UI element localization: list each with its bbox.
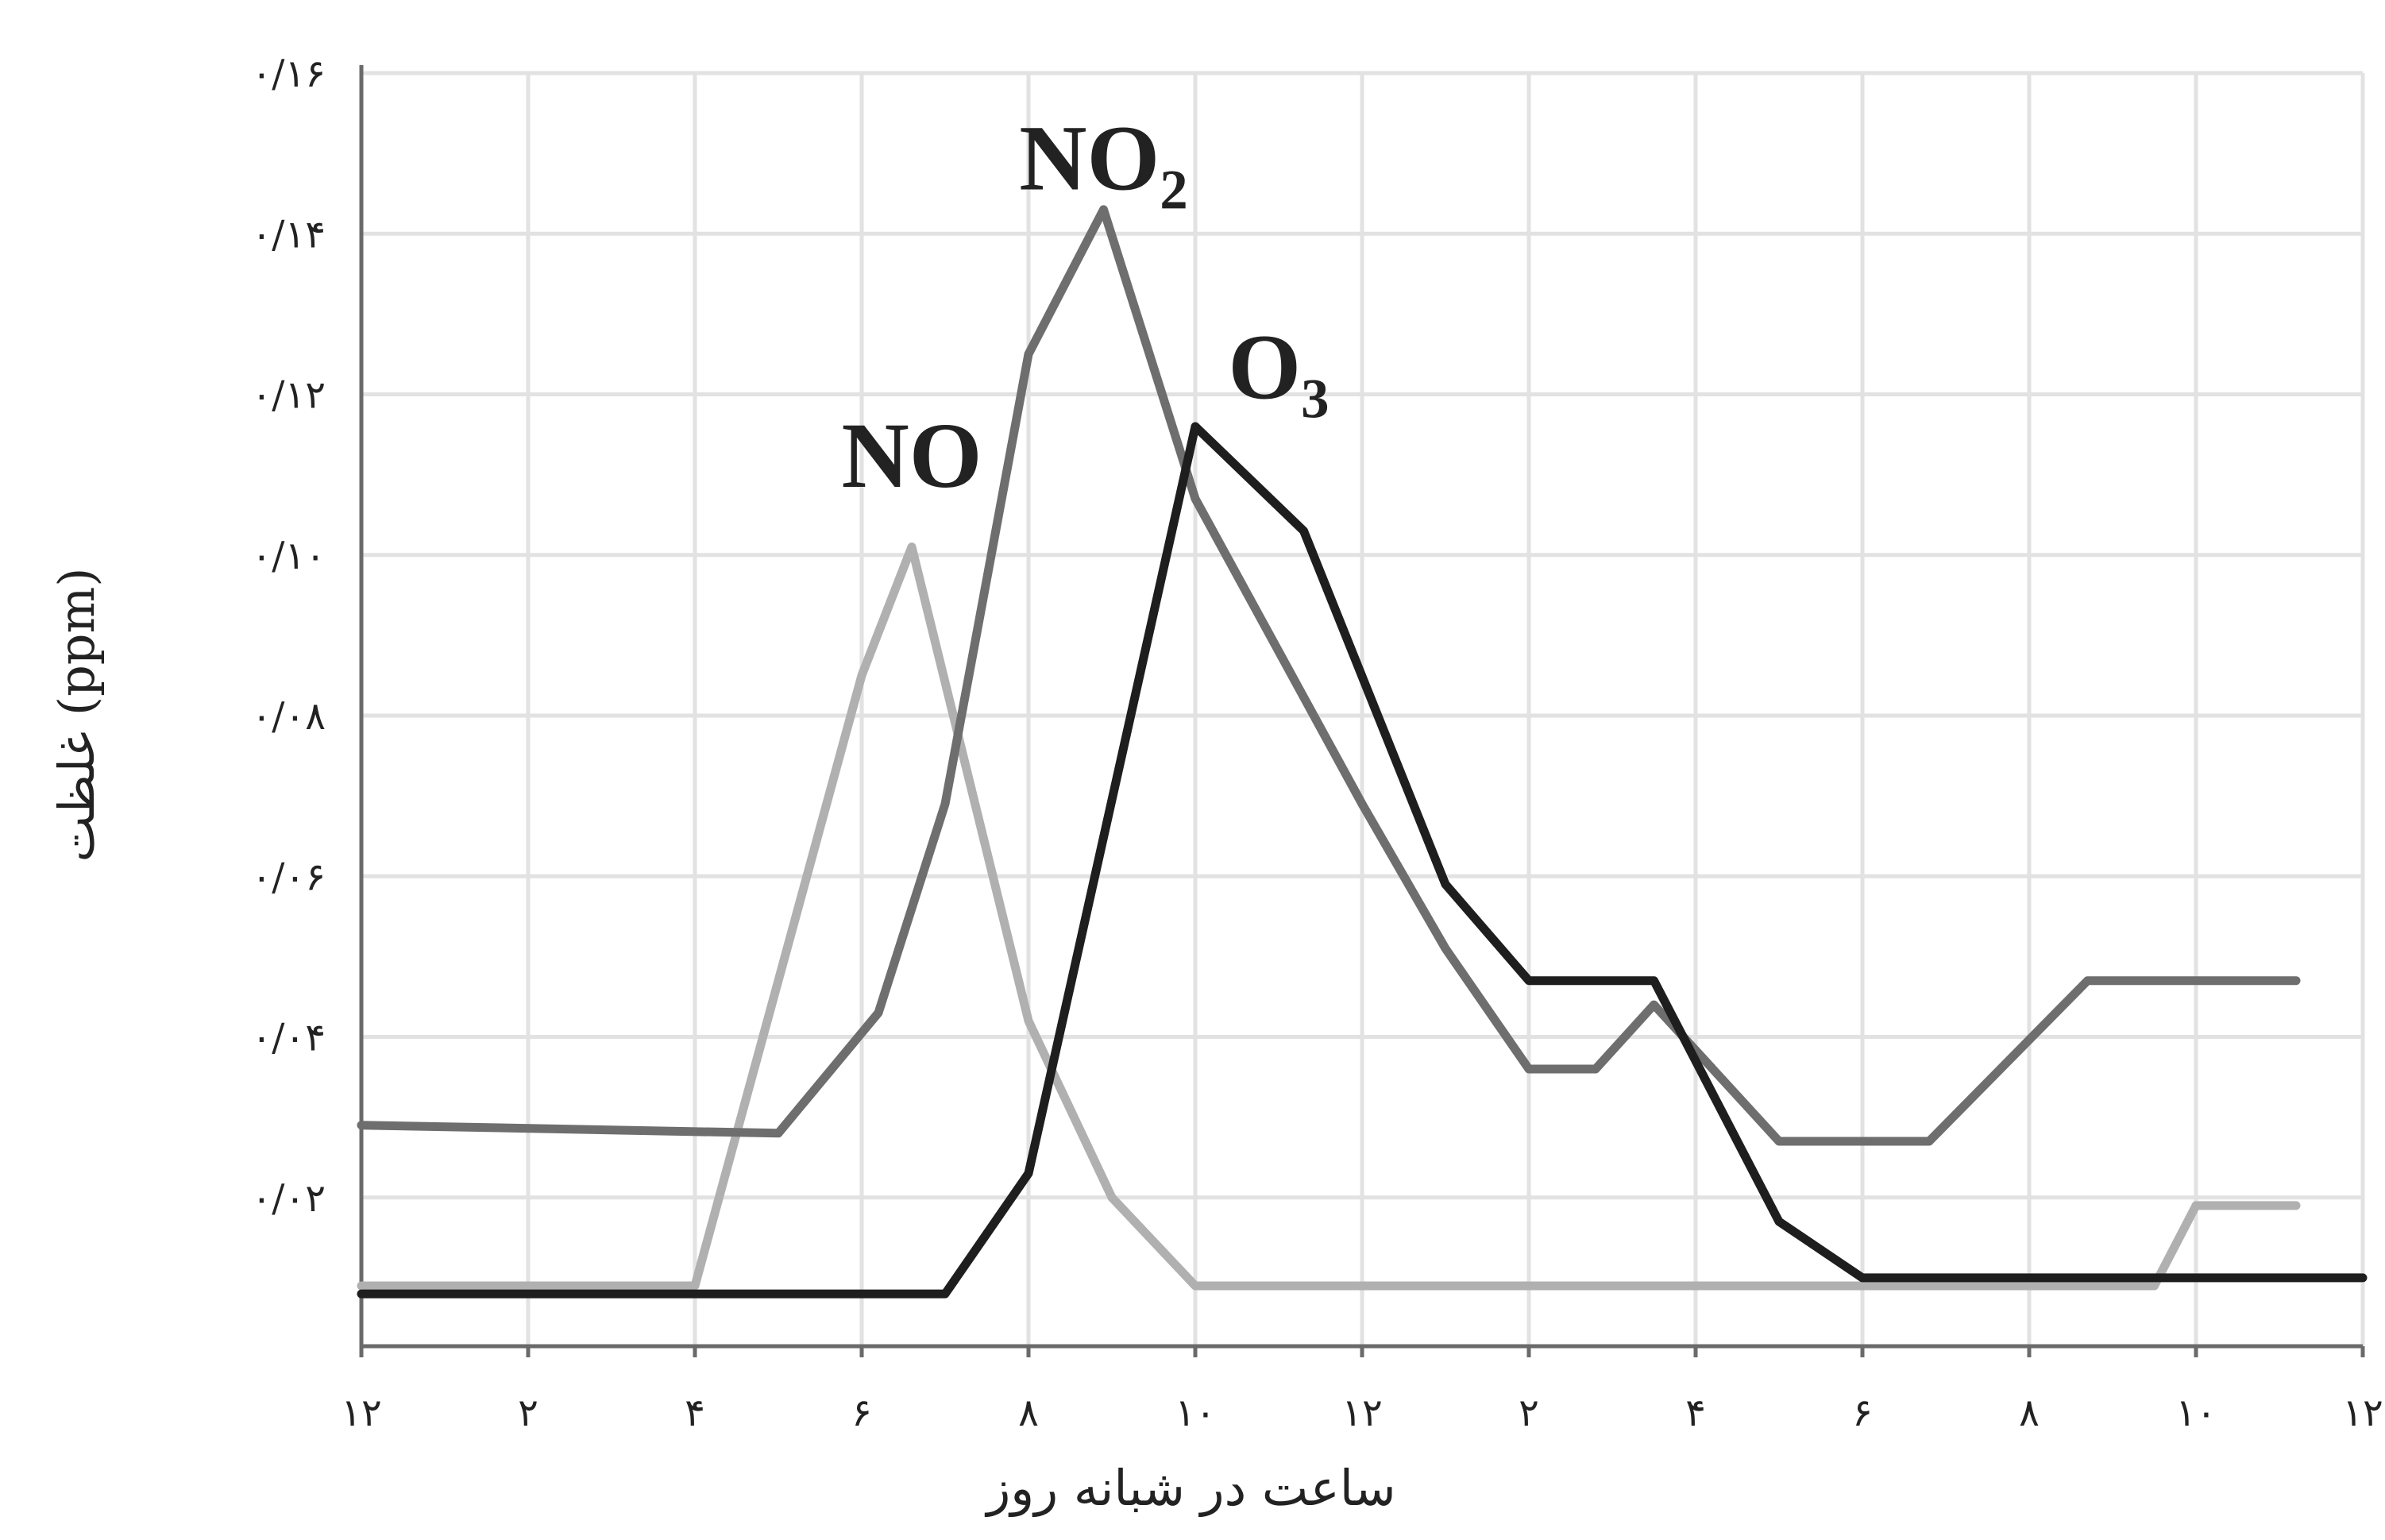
- y-tick-label: ۰/۰۶: [251, 855, 326, 899]
- series-lines: [357, 205, 2368, 1299]
- x-tick-label: ۴: [1685, 1391, 1706, 1435]
- x-tick-label: ۱۲: [1341, 1391, 1383, 1435]
- grid-lines: [359, 71, 2365, 1357]
- x-tick-label: ۲: [1519, 1391, 1539, 1435]
- x-tick-label: ۶: [1852, 1391, 1873, 1435]
- tick-labels: ۱۲ ۲ ۴ ۶ ۸ ۱۰ ۱۲ ۲ ۴ ۶ ۸ ۱۰ ۱۲ ۰/۰۲ ۰/۰۴ ۰/۰۶ ۰/۰۸ ۰/۱۰ ۰/…: [251, 52, 2383, 1435]
- series-line-no2: [357, 205, 2301, 1146]
- x-tick-label: ۸: [1018, 1391, 1039, 1435]
- x-tick-label: ۱۰: [1175, 1391, 1216, 1435]
- x-tick-label: ۸: [2019, 1391, 2040, 1435]
- y-tick-label: ۰/۱۰: [251, 534, 326, 578]
- y-tick-label: ۰/۱۶: [251, 52, 326, 96]
- series-label-no2: NO₂: [1019, 106, 1187, 210]
- x-tick-label: ۱۰: [2175, 1391, 2217, 1435]
- series-label-o3: O₃: [1228, 315, 1329, 419]
- y-tick-label: ۰/۱۴: [251, 212, 326, 257]
- x-tick-label: ۲: [518, 1391, 538, 1435]
- y-tick-label: ۰/۰۲: [251, 1176, 326, 1221]
- x-tick-label: ۶: [851, 1391, 872, 1435]
- series-label-no: NO: [842, 403, 982, 508]
- series-line-no: [357, 542, 2301, 1291]
- y-tick-label: ۰/۰۸: [251, 694, 326, 739]
- series-labels: NO NO₂ O₃: [842, 106, 1330, 508]
- x-tick-label: ۴: [685, 1391, 705, 1435]
- x-axis-title: ساعت در شبانه روز: [984, 1459, 1395, 1518]
- x-tick-label: ۱۲: [2342, 1391, 2383, 1435]
- y-tick-label: ۰/۰۴: [251, 1016, 326, 1060]
- y-tick-label: ۰/۱۲: [251, 373, 326, 418]
- axes: [359, 65, 2363, 1349]
- y-axis-title: غلظت (ppm): [48, 568, 106, 863]
- series-line-o3: [357, 422, 2368, 1299]
- x-tick-label: ۱۲: [341, 1391, 382, 1435]
